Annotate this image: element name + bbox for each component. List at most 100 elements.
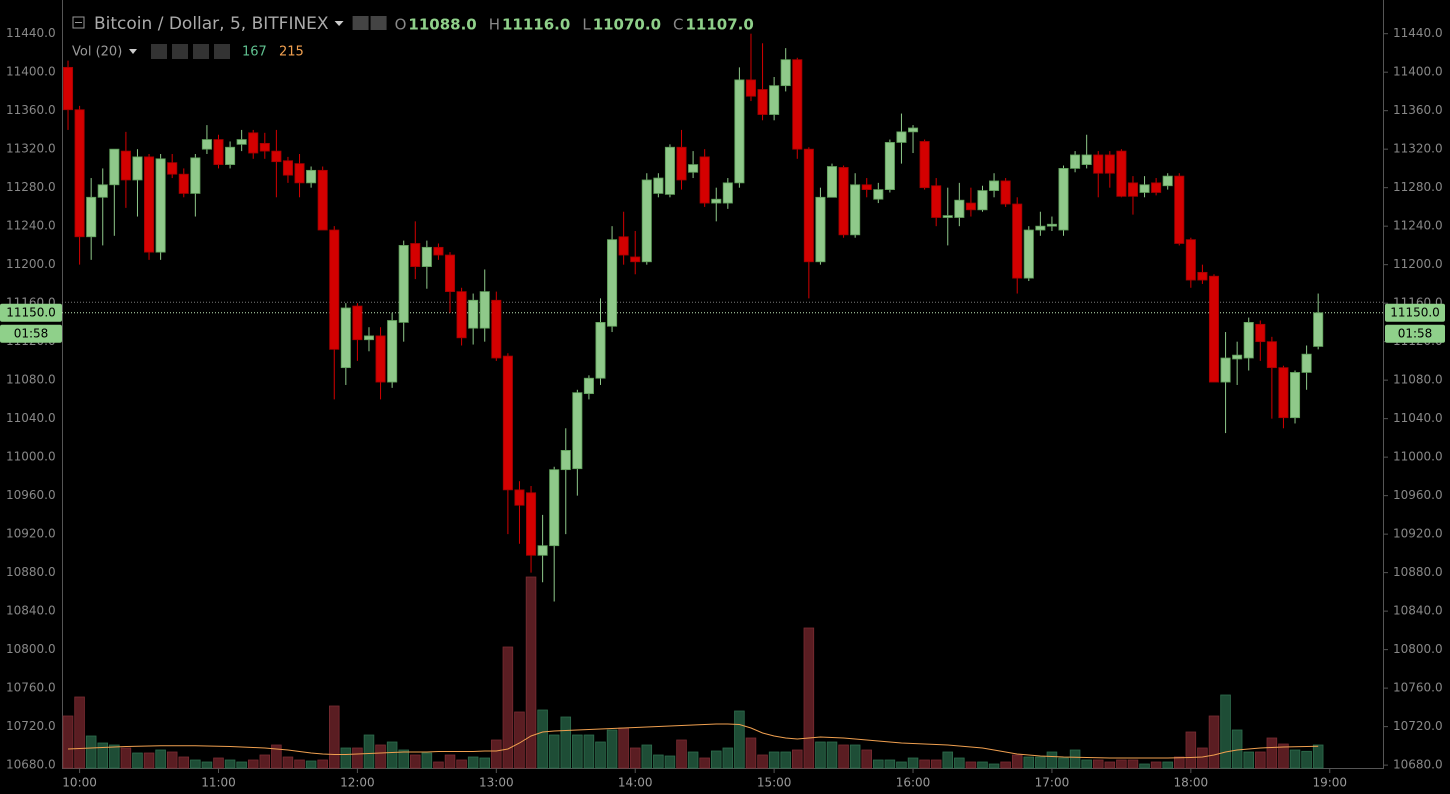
volume-bar: [1081, 759, 1092, 769]
candle-body: [919, 141, 930, 189]
volume-bar: [618, 727, 629, 769]
volume-bar: [410, 754, 421, 769]
candle-body: [1023, 229, 1034, 279]
x-tick-label: 11:00: [201, 776, 236, 790]
collapse-icon[interactable]: [72, 16, 85, 29]
candle-body: [954, 199, 965, 218]
candle-body: [850, 184, 861, 236]
volume-bar: [1301, 750, 1312, 769]
volume-bar: [896, 761, 907, 769]
volume-bar: [375, 744, 386, 769]
candle-body: [306, 169, 317, 184]
volume-bar: [595, 741, 606, 769]
x-tick-label: 17:00: [1035, 776, 1070, 790]
candle-body: [942, 215, 953, 218]
volume-bar: [815, 741, 826, 769]
volume-bar: [317, 759, 328, 769]
volume-bar: [641, 744, 653, 769]
chart-title[interactable]: Bitcoin / Dollar, 5, BITFINEX: [94, 14, 329, 34]
candle-body: [201, 139, 212, 150]
candle-body: [1151, 182, 1162, 193]
volume-bar: [213, 757, 224, 769]
volume-bar: [988, 763, 1000, 769]
volume-bar: [294, 759, 305, 769]
volume-bar: [74, 696, 85, 769]
candle-body: [1012, 203, 1023, 279]
candle-body: [931, 185, 942, 218]
y-tick-label-right: 10840.0: [1393, 604, 1443, 618]
candle-body: [583, 377, 594, 395]
candle-body: [1127, 182, 1138, 197]
volume-bar: [491, 739, 502, 769]
candle-body: [607, 239, 618, 327]
eye-icon[interactable]: [352, 16, 369, 30]
candle-body: [410, 243, 421, 267]
volume-bar: [305, 760, 317, 769]
volume-bar: [873, 759, 884, 769]
candle-body: [387, 320, 398, 383]
volume-bar: [1139, 763, 1150, 769]
candle-body: [375, 335, 386, 383]
legend-key: C: [673, 16, 683, 34]
volume-bar: [572, 734, 583, 769]
volume-bar: [780, 751, 791, 769]
y-tick-label-right: 11440.0: [1393, 26, 1443, 40]
eye-icon[interactable]: [151, 44, 167, 59]
volume-bar: [178, 756, 190, 769]
candle-body: [456, 291, 467, 339]
x-tick-label: 18:00: [1174, 776, 1209, 790]
volume-bar: [942, 751, 954, 769]
volume-bar: [514, 711, 525, 769]
settings-icon[interactable]: [172, 44, 188, 59]
volume-bar: [1092, 759, 1104, 769]
candle-body: [734, 79, 745, 184]
volume-bar: [583, 734, 595, 769]
settings-icon[interactable]: [370, 16, 387, 30]
ohlc-legend: O 11088.0 H 11116.0 L 11070.0 C 11107.0: [395, 16, 754, 34]
volume-bar: [676, 739, 687, 769]
candle-body: [1104, 154, 1115, 174]
candle-body: [792, 59, 803, 150]
candle-body: [1000, 180, 1011, 205]
candle-body: [618, 236, 629, 256]
y-tick-label-left: 10880.0: [6, 565, 56, 579]
y-tick-label-left: 10720.0: [6, 719, 56, 733]
candle-body: [294, 163, 305, 184]
y-tick-label-right: 11000.0: [1393, 450, 1443, 464]
y-tick-label-left: 11080.0: [6, 373, 56, 387]
candle-body: [1116, 150, 1127, 197]
y-tick-label-left: 10760.0: [6, 681, 56, 695]
volume-bar: [1197, 747, 1208, 769]
add-icon[interactable]: [193, 44, 209, 59]
candle-body: [271, 150, 282, 163]
candle-body: [1035, 225, 1046, 231]
candle-body: [317, 169, 328, 231]
volume-bar: [710, 750, 722, 769]
volume-value: 167: [242, 45, 267, 60]
volume-bar: [792, 749, 803, 769]
candle-body: [479, 291, 490, 329]
candle-body: [965, 202, 976, 211]
volume-bar: [768, 751, 780, 769]
candle-body: [421, 246, 432, 267]
volume-bar: [734, 710, 745, 769]
candle-body: [491, 299, 502, 359]
candle-body: [780, 59, 791, 87]
candle-body: [861, 184, 872, 190]
remove-icon[interactable]: [214, 44, 230, 59]
volume-bar: [155, 749, 166, 769]
volume-bar: [849, 744, 861, 769]
volume-bar: [653, 754, 664, 769]
candle-body: [502, 355, 513, 491]
volume-bar: [1255, 751, 1266, 769]
dropdown-caret[interactable]: [334, 21, 344, 26]
volume-ma-value: 215: [279, 45, 304, 60]
candle-body: [120, 150, 131, 181]
candle-body: [190, 157, 201, 194]
candle-body: [572, 392, 583, 470]
volume-bar: [467, 756, 479, 769]
dropdown-caret[interactable]: [129, 49, 137, 54]
y-tick-label-left: 10960.0: [6, 488, 56, 502]
candle-body: [1070, 154, 1081, 169]
